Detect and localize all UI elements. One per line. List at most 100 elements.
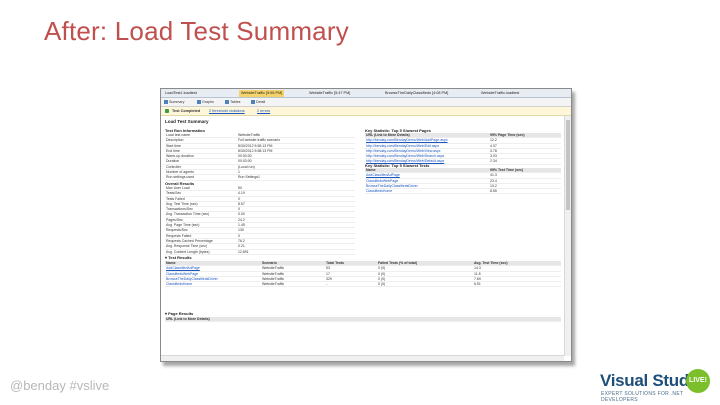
check-icon bbox=[165, 109, 169, 113]
table-cell: (Local run) bbox=[237, 164, 355, 171]
table-cell: WebsiteTraffic bbox=[261, 271, 325, 277]
graphs-button[interactable]: Graphs bbox=[197, 99, 214, 105]
table-cell: Run Settings1 bbox=[237, 174, 355, 181]
row-link[interactable]: ClassifiedsWebPage bbox=[165, 271, 261, 277]
table-row: Transactions/Sec 0 bbox=[165, 206, 355, 213]
column-header[interactable]: 95% Page Time (sec) bbox=[489, 133, 561, 139]
row-link[interactable]: http://benday.com/BendayDemo/Web/Edit.as… bbox=[365, 143, 489, 149]
table-cell: Run settings used bbox=[165, 174, 237, 181]
table-cell: Pages/Sec bbox=[165, 217, 237, 224]
table-row: http://benday.com/BendayDemo/Web/View.as… bbox=[365, 148, 561, 155]
table-cell: Controller bbox=[165, 164, 237, 171]
status-text: Test Completed bbox=[172, 109, 201, 113]
tab-loadtest1[interactable]: LoadTest1.loadtest bbox=[165, 91, 197, 95]
table-cell: 50 bbox=[237, 186, 355, 192]
summary-button[interactable]: Summary bbox=[164, 99, 184, 105]
table-row: AddClassifiedAdPage WebsiteTraffic 53 0 (0)… bbox=[165, 265, 561, 272]
table-cell: 24.2 bbox=[237, 217, 355, 224]
tab-websitetraffic-loadtest[interactable]: WebsiteTraffic.loadtest bbox=[481, 91, 520, 95]
column-header[interactable]: Total Tests bbox=[325, 261, 377, 267]
tables-button[interactable]: Tables bbox=[225, 99, 240, 105]
table-cell: 0.00 bbox=[237, 211, 355, 218]
tab-browse-classifieds[interactable]: BrowseTheDailyClassifieds [4:08 PM] bbox=[385, 91, 449, 95]
table-cell: 0.21 bbox=[237, 243, 355, 250]
table-cell: Tests/Sec bbox=[165, 190, 237, 197]
column-header[interactable]: 95% Test Time (sec) bbox=[489, 168, 561, 174]
table-cell: 0 (0) bbox=[377, 265, 473, 272]
table-row: http://benday.com/BendayDemo/Web/Edit.as… bbox=[365, 143, 561, 149]
slowest-tests-heading: Key Statistic: Top 5 Slowest Tests bbox=[365, 163, 430, 168]
table-cell: Load test name bbox=[165, 133, 237, 139]
table-cell: Start time bbox=[165, 143, 237, 149]
graphs-label: Graphs bbox=[202, 100, 214, 104]
row-link[interactable]: AddClassifiedAdPage bbox=[365, 172, 489, 179]
table-cell: 00:03:00 bbox=[237, 158, 355, 165]
table-row: Description Full website traffic scenario bbox=[165, 137, 355, 144]
table-cell: Full website traffic scenario bbox=[237, 137, 355, 144]
test-results-heading-label: Test Results bbox=[168, 255, 192, 260]
table-cell: WebsiteTraffic bbox=[261, 276, 325, 283]
column-header[interactable]: Avg. Test Time (sec) bbox=[473, 261, 561, 267]
table-cell: Avg. Page Time (sec) bbox=[165, 222, 237, 229]
scroll-thumb[interactable] bbox=[566, 120, 570, 210]
detail-button[interactable]: Detail bbox=[251, 99, 265, 105]
test-results-heading[interactable]: ▾ Test Results bbox=[165, 255, 192, 260]
table-cell: WebsiteTraffic bbox=[261, 265, 325, 272]
table-cell: 10.2 bbox=[489, 183, 561, 190]
table-row: Avg. Page Time (sec) 1.45 bbox=[165, 222, 355, 229]
row-link[interactable]: ClassifiedsWebPage bbox=[365, 178, 489, 184]
column-header[interactable]: Name bbox=[365, 168, 489, 174]
slowest-pages-heading: Key Statistic: Top 5 Slowest Pages bbox=[365, 128, 431, 133]
page-results-heading[interactable]: ▾ Page Results bbox=[165, 311, 194, 316]
table-cell: 23.4 bbox=[489, 178, 561, 184]
horizontal-scrollbar[interactable] bbox=[161, 355, 564, 361]
detail-label: Detail bbox=[256, 100, 266, 104]
column-header[interactable]: URL (Link to More Details) bbox=[365, 133, 489, 139]
row-link[interactable]: http://benday.com/BendayDemo/Web/View.as… bbox=[365, 148, 489, 155]
load-test-screenshot: LoadTest1.loadtest WebsiteTraffic [5:55 … bbox=[160, 88, 572, 362]
vslive-logo: Visual Studio LIVE! EXPERT SOLUTIONS FOR… bbox=[600, 369, 712, 403]
row-link[interactable]: http://benday.com/BendayDemo/Web/Search.… bbox=[365, 153, 489, 160]
page-results-heading-label: Page Results bbox=[168, 311, 194, 316]
tab-websitetraffic-555[interactable]: WebsiteTraffic [5:55 PM] bbox=[239, 90, 285, 97]
threshold-violations-link[interactable]: 2 threshold violations bbox=[209, 109, 245, 113]
table-cell: Avg. Transaction Time (sec) bbox=[165, 211, 237, 218]
table-cell: 12,891 bbox=[237, 249, 355, 255]
vertical-scrollbar[interactable] bbox=[564, 116, 571, 356]
slide-title: After: Load Test Summary bbox=[44, 16, 349, 46]
table-cell: Max User Load bbox=[165, 186, 237, 192]
logo-name: Visual Studio bbox=[600, 371, 704, 390]
table-row: http://benday.com/BendayDemo/Web/AddPage… bbox=[365, 137, 561, 144]
table-cell: WebsiteTraffic bbox=[237, 133, 355, 139]
row-link[interactable]: AddClassifiedAdPage bbox=[165, 265, 261, 272]
table-cell: Requests Cached Percentage bbox=[165, 238, 237, 245]
row-link[interactable]: BrowseTheDailyClassifiedsDriver bbox=[365, 183, 489, 190]
table-cell: 1 bbox=[237, 169, 355, 176]
column-header[interactable]: Name bbox=[165, 261, 261, 267]
row-link[interactable]: http://benday.com/BendayDemo/Web/AddPage… bbox=[365, 137, 489, 144]
row-link[interactable]: BrowseTheDailyClassifiedsDriver bbox=[165, 276, 261, 283]
table-row: ClassifiedsHome 8.55 bbox=[365, 188, 561, 195]
row-link[interactable]: ClassifiedsHome bbox=[165, 281, 261, 288]
column-header[interactable]: Scenario bbox=[261, 261, 325, 267]
table-row: Avg. Transaction Time (sec) 0.00 bbox=[165, 211, 355, 218]
table-cell: Transactions/Sec bbox=[165, 206, 237, 213]
graphs-icon bbox=[197, 100, 201, 105]
tab-websitetraffic-547[interactable]: WebsiteTraffic [5:47 PM] bbox=[309, 91, 351, 95]
row-link[interactable]: http://benday.com/BendayDemo/Web/Default… bbox=[365, 158, 489, 165]
page-results-header: URL (Link to More Details) bbox=[165, 317, 561, 323]
row-link[interactable]: ClassifiedsHome bbox=[365, 188, 489, 195]
table-row: AddClassifiedAdPage 41.3 bbox=[365, 172, 561, 179]
table-row: Tests/Sec 4.19 bbox=[165, 190, 355, 197]
table-cell: 0 (0) bbox=[377, 276, 473, 283]
test-run-info-heading: Test Run Information bbox=[165, 128, 205, 133]
toolbar: Summary Graphs Tables Detail bbox=[161, 98, 571, 107]
table-cell: 4.37 bbox=[489, 143, 561, 149]
column-header[interactable]: Failed Tests (% of total) bbox=[377, 261, 473, 267]
table-row: Avg. Response Time (sec) 0.21 bbox=[165, 243, 355, 250]
table-cell: 12.2 bbox=[489, 137, 561, 144]
table-cell: 3.03 bbox=[489, 153, 561, 160]
table-row: http://benday.com/BendayDemo/Web/Default… bbox=[365, 158, 561, 165]
errors-link[interactable]: 2 errors bbox=[257, 109, 271, 113]
table-cell: 0 bbox=[237, 233, 355, 239]
